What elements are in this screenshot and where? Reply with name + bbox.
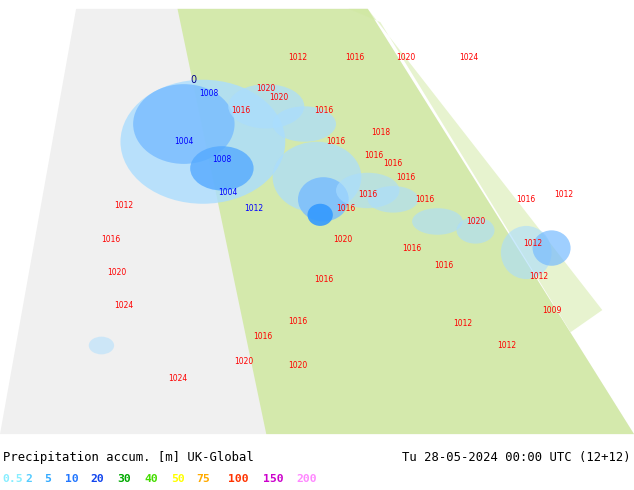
Text: 1016: 1016 (254, 332, 273, 341)
Text: 1020: 1020 (257, 84, 276, 93)
Text: 1020: 1020 (333, 235, 352, 244)
Text: 1020: 1020 (396, 53, 415, 62)
Text: 100: 100 (228, 474, 249, 484)
Text: 1020: 1020 (466, 217, 485, 226)
Text: 1016: 1016 (403, 244, 422, 252)
Ellipse shape (120, 80, 285, 204)
Text: 10: 10 (65, 474, 79, 484)
Text: 1016: 1016 (327, 137, 346, 146)
Text: 1012: 1012 (555, 191, 574, 199)
Text: 20: 20 (91, 474, 105, 484)
Text: 1018: 1018 (371, 128, 390, 137)
Text: 1016: 1016 (346, 53, 365, 62)
Ellipse shape (307, 204, 333, 226)
Text: 1012: 1012 (498, 341, 517, 350)
Polygon shape (0, 9, 634, 434)
Text: 1012: 1012 (244, 204, 263, 213)
Text: 1004: 1004 (174, 137, 193, 146)
Ellipse shape (190, 146, 254, 191)
Text: 1016: 1016 (101, 235, 120, 244)
Text: 1008: 1008 (212, 155, 231, 164)
Text: 40: 40 (145, 474, 158, 484)
Ellipse shape (89, 337, 114, 354)
Text: 1016: 1016 (314, 106, 333, 115)
Text: 50: 50 (171, 474, 185, 484)
Ellipse shape (336, 173, 399, 208)
Text: 1016: 1016 (358, 191, 377, 199)
Text: 2: 2 (25, 474, 32, 484)
Text: 1009: 1009 (542, 306, 561, 315)
Ellipse shape (273, 106, 336, 142)
Text: 30: 30 (117, 474, 131, 484)
Text: 150: 150 (263, 474, 284, 484)
Text: 1016: 1016 (231, 106, 250, 115)
Ellipse shape (501, 226, 552, 279)
Text: 1012: 1012 (523, 239, 542, 248)
Text: 1016: 1016 (384, 159, 403, 169)
Text: 1004: 1004 (219, 188, 238, 197)
Text: 1016: 1016 (314, 274, 333, 284)
Text: 1020: 1020 (269, 93, 288, 102)
Text: 1024: 1024 (168, 374, 187, 383)
Ellipse shape (228, 84, 304, 128)
Ellipse shape (368, 186, 418, 213)
Text: 1016: 1016 (396, 172, 415, 182)
Text: 1016: 1016 (336, 204, 355, 213)
Ellipse shape (133, 84, 235, 164)
Ellipse shape (456, 217, 495, 244)
Polygon shape (178, 9, 634, 434)
Text: 1020: 1020 (108, 268, 127, 277)
Text: 1012: 1012 (453, 319, 472, 328)
Text: 1012: 1012 (288, 53, 307, 62)
Text: 1020: 1020 (235, 357, 254, 366)
Text: 1016: 1016 (365, 150, 384, 160)
Text: Precipitation accum. [m] UK-Global: Precipitation accum. [m] UK-Global (3, 451, 254, 465)
Ellipse shape (412, 208, 463, 235)
Text: 75: 75 (197, 474, 210, 484)
Text: 0: 0 (190, 75, 197, 85)
Text: 0.5: 0.5 (3, 474, 23, 484)
Ellipse shape (533, 230, 571, 266)
Text: Tu 28-05-2024 00:00 UTC (12+12): Tu 28-05-2024 00:00 UTC (12+12) (402, 451, 631, 465)
Ellipse shape (298, 177, 349, 221)
Text: 1016: 1016 (434, 261, 453, 270)
Text: 1024: 1024 (114, 301, 133, 310)
Ellipse shape (273, 142, 361, 213)
Text: 1020: 1020 (288, 361, 307, 370)
Text: 200: 200 (297, 474, 318, 484)
Text: 5: 5 (44, 474, 51, 484)
Text: 1008: 1008 (200, 89, 219, 98)
Text: 1016: 1016 (415, 195, 434, 204)
Text: 1016: 1016 (288, 317, 307, 326)
Polygon shape (349, 9, 602, 332)
Text: 1012: 1012 (114, 201, 133, 211)
Text: 1016: 1016 (517, 195, 536, 204)
Text: 1012: 1012 (529, 272, 548, 281)
Text: 1024: 1024 (460, 53, 479, 62)
